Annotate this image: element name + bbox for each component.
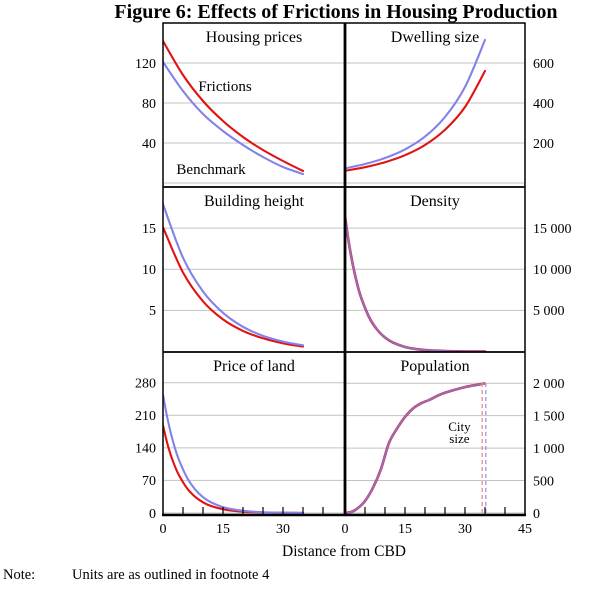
y-tick-label: 80 (142, 97, 156, 112)
y-tick-label: 140 (135, 442, 156, 457)
annotation-frictions: Frictions (198, 79, 251, 95)
series-benchmark-line (163, 393, 305, 514)
x-tick-label: 0 (342, 522, 349, 537)
series-benchmark-line (345, 215, 486, 352)
panel-density: Density 15 000 10 000 5 000 (345, 193, 572, 352)
y-tick-label: 40 (142, 137, 156, 152)
series-benchmark-line (345, 38, 487, 170)
note-text: Units are as outlined in footnote 4 (72, 567, 270, 583)
panel-dwelling-size: Dwelling size 600 400 200 (345, 29, 554, 184)
y-tick-label: 600 (533, 57, 554, 72)
panel-title-dwelling-size: Dwelling size (391, 29, 479, 46)
annotation-size: size (449, 431, 469, 446)
y-tick-label: 5 (149, 304, 156, 319)
y-tick-label: 400 (533, 97, 554, 112)
x-tick-label: 30 (276, 522, 290, 537)
y-tick-label: 15 (142, 222, 156, 237)
y-tick-label: 0 (149, 507, 156, 522)
panel-housing-prices: Frictions Benchmark Housing prices 120 80 40 (135, 29, 345, 184)
y-tick-label: 1 000 (533, 442, 565, 457)
series-benchmark-line (163, 60, 305, 176)
annotation-city: City (448, 419, 471, 434)
y-tick-label: 210 (135, 409, 156, 424)
figure-title: Figure 6: Effects of Frictions in Housin… (114, 1, 558, 23)
series-benchmark-line (163, 203, 305, 347)
panel-price-of-land: Price of land 280 210 140 70 0 (135, 358, 345, 522)
series-frictions-line (163, 226, 305, 348)
panel-title-price-of-land: Price of land (213, 358, 295, 375)
y-tick-label: 200 (533, 137, 554, 152)
series-frictions-line (345, 69, 487, 172)
x-axis-title: Distance from CBD (282, 543, 406, 560)
panel-title-density: Density (410, 193, 460, 210)
y-tick-label: 10 000 (533, 263, 572, 278)
panel-title-population: Population (400, 358, 469, 375)
x-tick-label: 0 (160, 522, 167, 537)
y-tick-label: 120 (135, 57, 156, 72)
y-tick-label: 5 000 (533, 304, 565, 319)
panel-title-building-height: Building height (204, 193, 305, 210)
panel-building-height: Building height 15 10 5 (142, 193, 345, 348)
x-tick-label: 30 (458, 522, 472, 537)
y-tick-label: 2 000 (533, 377, 565, 392)
y-tick-label: 500 (533, 474, 554, 489)
x-tick-label: 15 (216, 522, 230, 537)
figure-note: Note: Units are as outlined in footnote 4 (3, 567, 269, 584)
y-tick-label: 15 000 (533, 222, 572, 237)
y-tick-label: 0 (533, 507, 540, 522)
note-label: Note: (3, 567, 36, 583)
series-frictions-line (345, 214, 487, 352)
series-benchmark-line (345, 382, 486, 514)
series-frictions-line (163, 39, 305, 173)
chart-frame: 0 15 30 0 15 30 45 Distance from CBD (160, 22, 532, 560)
y-tick-label: 1 500 (533, 409, 565, 424)
x-tick-label: 15 (398, 522, 412, 537)
panel-title-housing-prices: Housing prices (206, 29, 302, 46)
annotation-benchmark: Benchmark (176, 162, 246, 178)
x-tick-label: 45 (518, 522, 532, 537)
y-tick-label: 280 (135, 377, 156, 392)
chart-canvas: Frictions Benchmark Housing prices 120 80 40 D… (135, 22, 572, 560)
y-tick-label: 70 (142, 474, 156, 489)
y-tick-label: 10 (142, 263, 156, 278)
